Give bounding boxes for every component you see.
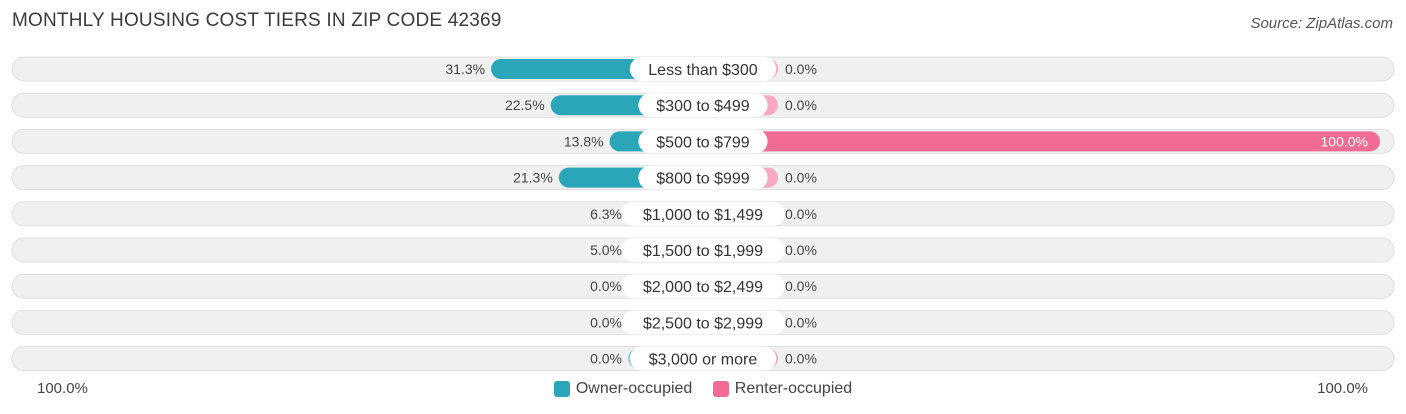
category-label: Less than $300 bbox=[648, 62, 758, 79]
category-pill bbox=[621, 310, 785, 335]
category-label: $500 to $799 bbox=[656, 134, 750, 151]
renter-value-label: 0.0% bbox=[785, 97, 817, 113]
renter-value-label: 0.0% bbox=[785, 170, 817, 186]
owner-value-label: 31.3% bbox=[445, 61, 485, 77]
source-note: Source: ZipAtlas.com bbox=[1250, 15, 1393, 32]
owner-value-label: 21.3% bbox=[513, 170, 553, 186]
category-pill bbox=[621, 274, 785, 299]
legend-swatch-renter bbox=[712, 381, 729, 397]
owner-value-label: 22.5% bbox=[505, 97, 545, 113]
renter-bar bbox=[703, 131, 1380, 152]
owner-value-label: 6.3% bbox=[590, 206, 622, 222]
owner-value-label: 0.0% bbox=[590, 314, 622, 330]
category-label: $300 to $499 bbox=[656, 98, 750, 115]
owner-value-label: 0.0% bbox=[590, 351, 622, 367]
category-pill bbox=[629, 346, 777, 371]
renter-value-label: 0.0% bbox=[785, 242, 817, 258]
axis-right-label: 100.0% bbox=[1317, 380, 1368, 397]
legend-label-renter: Renter-occupied bbox=[734, 380, 853, 397]
category-pill bbox=[638, 165, 768, 190]
renter-value-label: 0.0% bbox=[785, 206, 817, 222]
legend: Owner-occupied Renter-occupied bbox=[0, 380, 1406, 402]
legend-item-renter: Renter-occupied bbox=[712, 380, 853, 398]
renter-value-label: 0.0% bbox=[785, 278, 817, 294]
owner-value-label: 13.8% bbox=[564, 133, 604, 149]
category-pill bbox=[629, 57, 777, 81]
category-label: $3,000 or more bbox=[649, 352, 758, 369]
category-pill bbox=[638, 129, 768, 154]
legend-label-owner: Owner-occupied bbox=[575, 380, 693, 397]
category-label: $2,000 to $2,499 bbox=[643, 279, 763, 296]
renter-value-label: 0.0% bbox=[785, 61, 817, 77]
legend-item-owner: Owner-occupied bbox=[553, 380, 693, 398]
category-label: $1,000 to $1,499 bbox=[643, 207, 763, 224]
legend-swatch-owner bbox=[553, 381, 570, 397]
renter-value-label: 0.0% bbox=[785, 314, 817, 330]
category-pill bbox=[621, 201, 785, 226]
category-label: $2,500 to $2,999 bbox=[643, 315, 763, 332]
chart-area: Less than $300 31.3% 0.0% $300 to $499 22.5%… bbox=[11, 56, 1395, 372]
owner-value-label: 5.0% bbox=[590, 242, 622, 258]
category-label: $1,500 to $1,999 bbox=[643, 243, 763, 260]
owner-value-label: 0.0% bbox=[590, 278, 622, 294]
chart-title: MONTHLY HOUSING COST TIERS IN ZIP CODE 4… bbox=[12, 10, 502, 31]
renter-value-label: 100.0% bbox=[1321, 133, 1368, 149]
renter-value-label: 0.0% bbox=[785, 351, 817, 367]
category-label: $800 to $999 bbox=[656, 171, 750, 188]
category-pill bbox=[621, 238, 785, 262]
category-pill bbox=[638, 93, 768, 118]
axis-left-label: 100.0% bbox=[37, 380, 88, 397]
